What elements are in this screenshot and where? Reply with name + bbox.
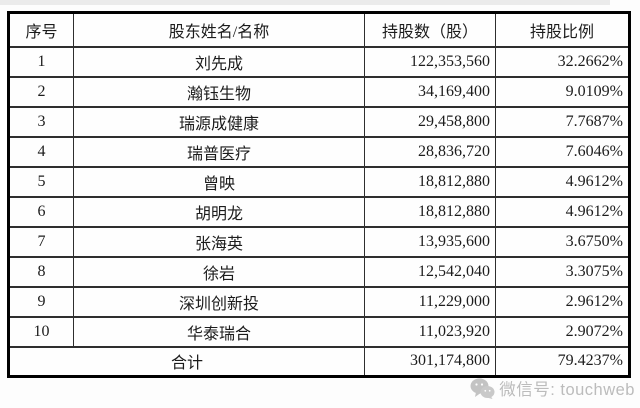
col-header-shares: 持股数（股）	[364, 11, 496, 48]
row-ratio: 4.9612%	[495, 165, 630, 198]
row-shareholder-name: 胡明龙	[73, 195, 365, 228]
row-ratio: 7.7687%	[495, 105, 630, 138]
row-serial: 1	[8, 45, 74, 78]
table-row: 4 瑞普医疗 28,836,720 7.6046%	[8, 135, 630, 168]
row-shares: 28,836,720	[364, 135, 496, 168]
row-ratio: 3.6750%	[495, 225, 630, 258]
row-shareholder-name: 张海英	[73, 225, 365, 258]
table-row: 6 胡明龙 18,812,880 4.9612%	[8, 195, 630, 228]
row-shares: 11,229,000	[364, 285, 496, 318]
header-row: 序号 股东姓名/名称 持股数（股） 持股比例	[8, 11, 630, 48]
table-row: 7 张海英 13,935,600 3.6750%	[8, 225, 630, 258]
col-header-serial: 序号	[8, 11, 74, 48]
row-shareholder-name: 华泰瑞合	[73, 315, 365, 348]
row-ratio: 2.9072%	[495, 315, 630, 348]
watermark-text: 微信号: touchweb	[499, 381, 635, 399]
watermark: 微信号: touchweb	[470, 376, 635, 400]
row-shareholder-name: 瑞普医疗	[73, 135, 365, 168]
row-shareholder-name: 深圳创新投	[73, 285, 365, 318]
row-ratio: 32.2662%	[495, 45, 630, 78]
row-shareholder-name: 瀚钰生物	[73, 75, 365, 108]
row-serial: 6	[8, 195, 74, 228]
row-ratio: 9.0109%	[495, 75, 630, 108]
table-row: 1 刘先成 122,353,560 32.2662%	[8, 45, 630, 78]
row-shareholder-name: 徐岩	[73, 255, 365, 288]
total-ratio: 79.4237%	[495, 345, 630, 378]
table-row: 2 瀚钰生物 34,169,400 9.0109%	[8, 75, 630, 108]
row-ratio: 3.3075%	[495, 255, 630, 288]
row-shareholder-name: 曾映	[73, 165, 365, 198]
row-shareholder-name: 刘先成	[73, 45, 365, 78]
total-shares: 301,174,800	[364, 345, 496, 378]
row-serial: 5	[8, 165, 74, 198]
row-shares: 122,353,560	[364, 45, 496, 78]
shareholder-rows: 1 刘先成 122,353,560 32.2662% 2 瀚钰生物 34,169…	[8, 45, 630, 348]
table-row: 5 曾映 18,812,880 4.9612%	[8, 165, 630, 198]
table-row: 9 深圳创新投 11,229,000 2.9612%	[8, 285, 630, 318]
row-serial: 3	[8, 105, 74, 138]
total-label: 合计	[8, 345, 365, 378]
table-row: 3 瑞源成健康 29,458,800 7.7687%	[8, 105, 630, 138]
row-serial: 10	[8, 315, 74, 348]
row-ratio: 2.9612%	[495, 285, 630, 318]
shareholder-table: 序号 股东姓名/名称 持股数（股） 持股比例 1 刘先成 122,353,560…	[7, 11, 631, 378]
row-shareholder-name: 瑞源成健康	[73, 105, 365, 138]
row-shares: 29,458,800	[364, 105, 496, 138]
wechat-icon	[470, 377, 495, 399]
row-shares: 34,169,400	[364, 75, 496, 108]
row-serial: 7	[8, 225, 74, 258]
col-header-shareholder-name: 股东姓名/名称	[73, 11, 365, 48]
row-shares: 18,812,880	[364, 165, 496, 198]
row-serial: 9	[8, 285, 74, 318]
table-row: 8 徐岩 12,542,040 3.3075%	[8, 255, 630, 288]
scan-artifact-band	[0, 0, 610, 5]
row-serial: 8	[8, 255, 74, 288]
row-serial: 4	[8, 135, 74, 168]
total-row: 合计 301,174,800 79.4237%	[8, 345, 630, 378]
row-shares: 11,023,920	[364, 315, 496, 348]
col-header-ratio: 持股比例	[495, 11, 630, 48]
row-shares: 13,935,600	[364, 225, 496, 258]
row-ratio: 4.9612%	[495, 195, 630, 228]
row-ratio: 7.6046%	[495, 135, 630, 168]
table-row: 10 华泰瑞合 11,023,920 2.9072%	[8, 315, 630, 348]
row-shares: 18,812,880	[364, 195, 496, 228]
row-serial: 2	[8, 75, 74, 108]
row-shares: 12,542,040	[364, 255, 496, 288]
